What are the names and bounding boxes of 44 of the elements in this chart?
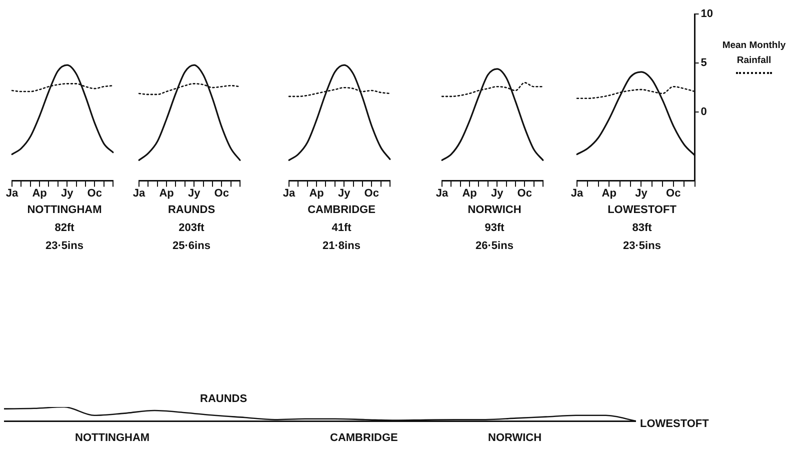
- y-tick-label: 0: [700, 106, 707, 118]
- x-tick-label: Jy: [338, 187, 352, 200]
- x-tick-label: Oc: [517, 187, 532, 200]
- y-tick-label: 10: [700, 8, 714, 20]
- text: CAMBRIDGE: [306, 204, 376, 216]
- x-tick-label: Oc: [666, 187, 681, 200]
- text: 23·5ins: [44, 240, 84, 252]
- text: LOWESTOFT: [640, 418, 709, 430]
- text: 21·8ins: [322, 240, 362, 252]
- x-tick-label: Ap: [602, 187, 617, 200]
- text: 23·5ins: [622, 240, 662, 252]
- x-tick-label: Jy: [60, 187, 74, 200]
- text: 41ft: [330, 222, 352, 234]
- x-tick-label: Ap: [309, 187, 324, 200]
- x-tick-label: Ja: [6, 187, 19, 200]
- text: 82ft: [54, 222, 76, 234]
- text: NORWICH: [466, 204, 522, 216]
- text: NOTTINGHAM: [26, 204, 103, 216]
- text: 93ft: [484, 222, 506, 234]
- text: 25·6ins: [172, 240, 212, 252]
- text: Mean Monthly Rainfall: [721, 39, 787, 68]
- text: 26·5ins: [474, 240, 514, 252]
- text: LOWESTOFT: [606, 204, 678, 216]
- x-tick-label: Ap: [32, 187, 48, 200]
- x-tick-label: Oc: [214, 187, 229, 200]
- text: RAUNDS: [166, 204, 216, 216]
- text: NOTTINGHAM: [75, 432, 150, 444]
- y-tick-label: 5: [700, 57, 707, 70]
- x-tick-label: Jy: [635, 187, 648, 200]
- text: 83ft: [631, 222, 653, 234]
- x-tick-label: Oc: [87, 187, 102, 200]
- x-tick-label: Oc: [364, 187, 379, 200]
- x-tick-label: Ja: [570, 187, 584, 200]
- text: 203ft: [178, 222, 206, 234]
- text: CAMBRIDGE: [330, 432, 398, 444]
- text: RAUNDS: [200, 393, 248, 405]
- x-tick-label: Ja: [436, 187, 449, 200]
- text: NORWICH: [488, 432, 542, 444]
- x-tick-label: Ap: [159, 187, 174, 200]
- x-tick-label: Ap: [462, 187, 478, 200]
- x-tick-label: Jy: [490, 187, 504, 200]
- x-tick-label: Ja: [282, 187, 296, 200]
- x-tick-label: Jy: [188, 187, 202, 200]
- x-tick-label: Ja: [132, 187, 146, 200]
